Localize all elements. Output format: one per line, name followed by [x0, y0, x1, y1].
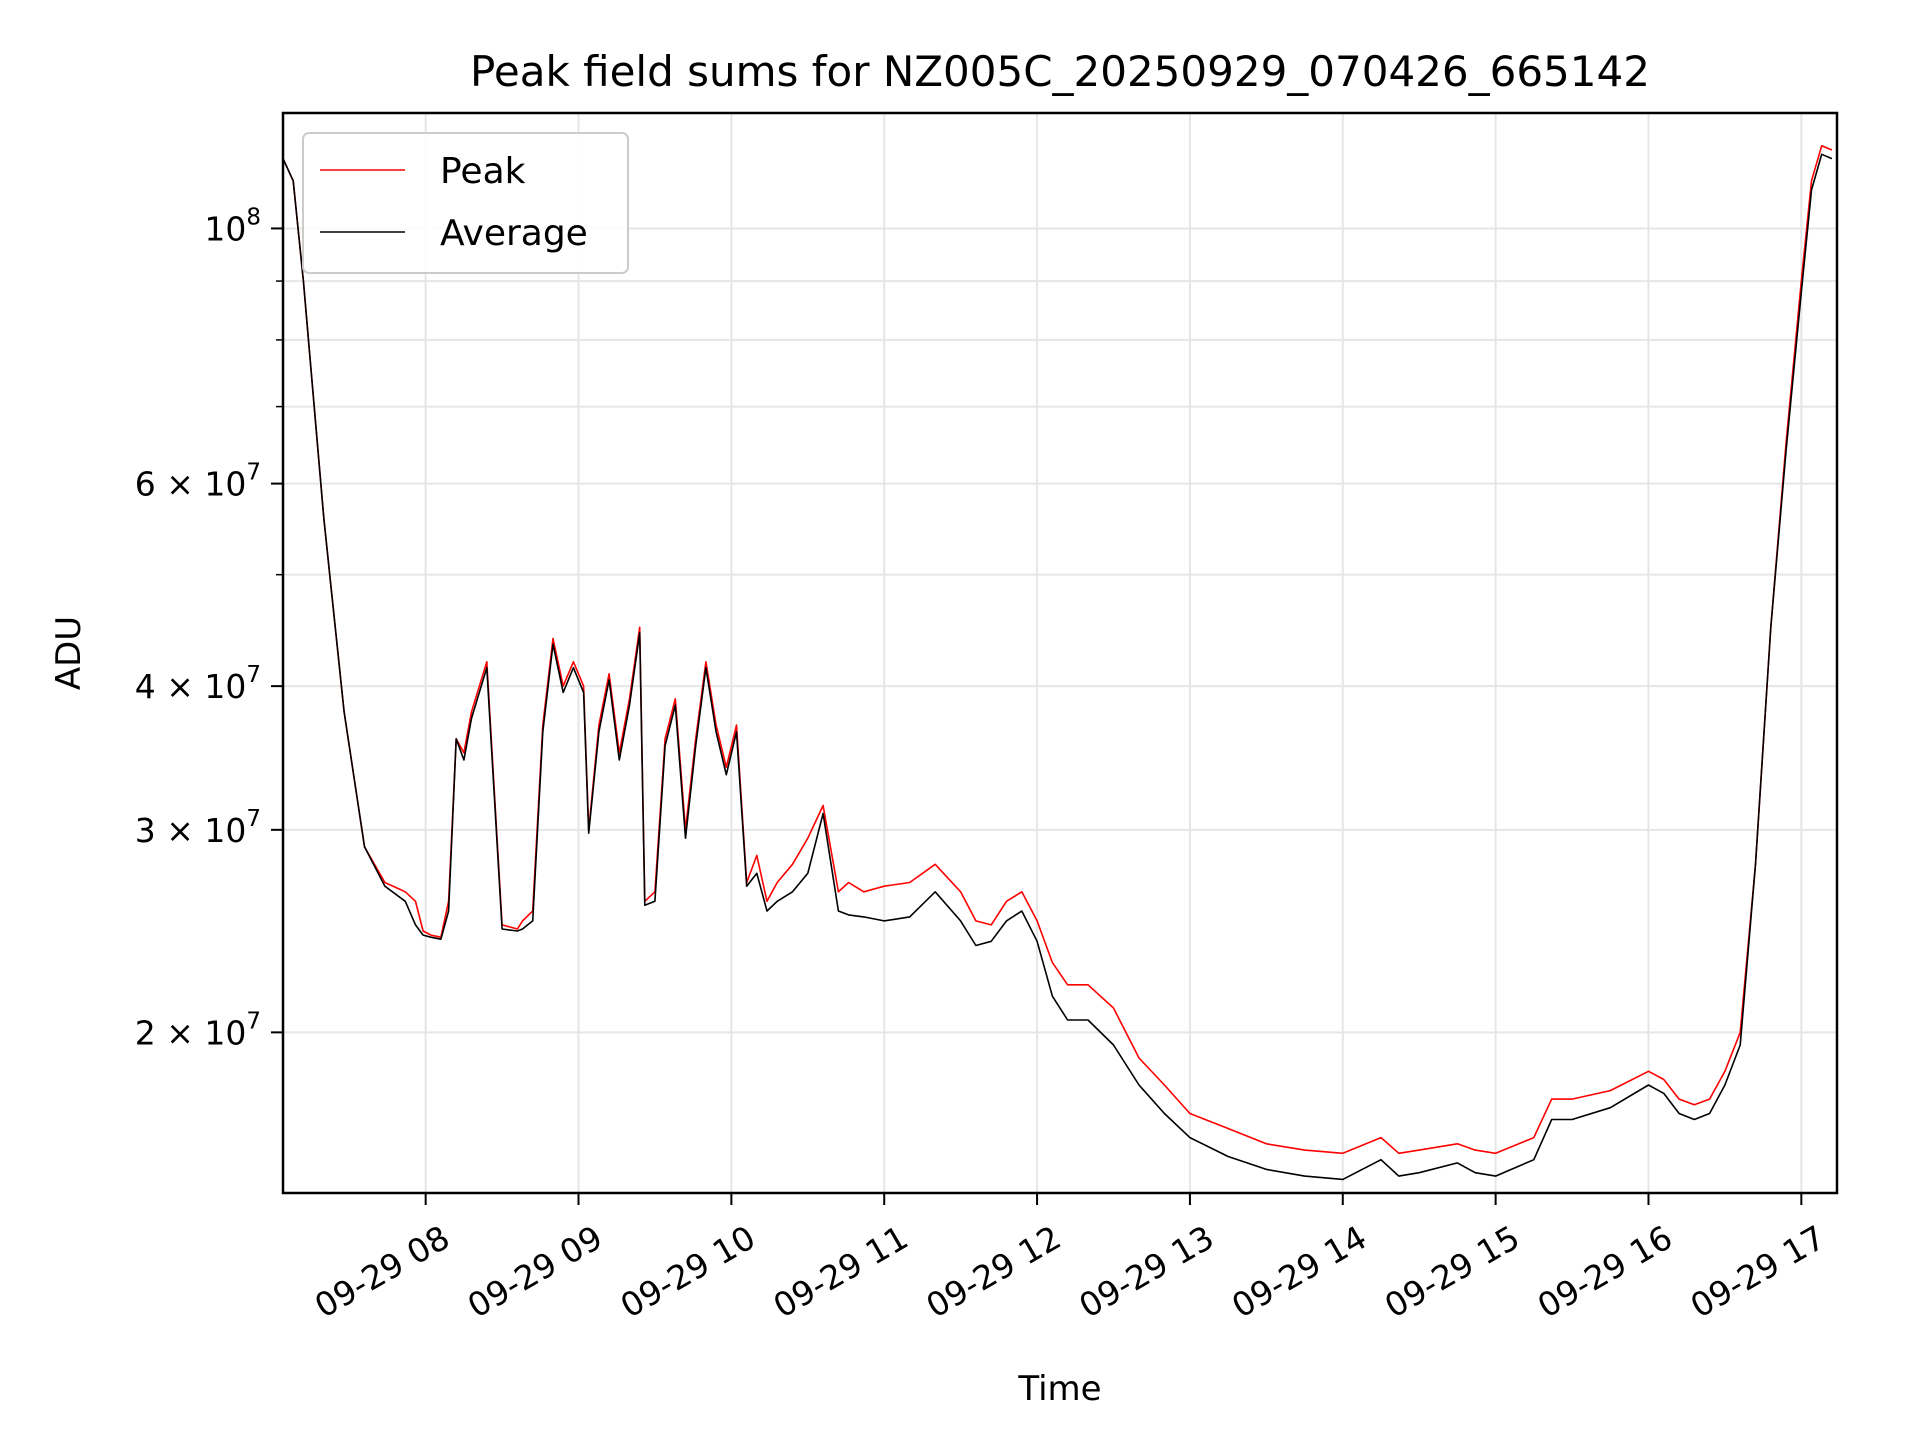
y-tick-label: 2 × 107: [135, 1008, 261, 1052]
legend-box: [302, 132, 629, 274]
x-axis-label: Time: [1017, 1369, 1101, 1409]
series-line-average: [282, 153, 1833, 1181]
y-axis-label: ADU: [49, 616, 89, 690]
y-tick-exponent: 7: [246, 1008, 261, 1034]
series-line-peak: [282, 145, 1833, 1155]
y-tick-base: 10: [204, 209, 246, 248]
y-tick-exponent: 8: [246, 204, 261, 230]
legend-label-average: Average: [440, 213, 588, 254]
y-tick-label: 108: [204, 204, 261, 248]
chart-title: Peak field sums for NZ005C_20250929_0704…: [470, 47, 1650, 96]
y-tick-base: 2 × 10: [135, 1013, 247, 1052]
y-tick-label: 3 × 107: [135, 806, 261, 850]
y-tick-label: 4 × 107: [135, 662, 261, 706]
plot-frame: [281, 111, 1839, 1195]
y-tick-base: 6 × 10: [135, 465, 247, 504]
grid: [283, 113, 1837, 1193]
y-tick-base: 4 × 10: [135, 667, 247, 706]
y-tick-exponent: 7: [246, 806, 261, 832]
y-tick-exponent: 7: [246, 460, 261, 486]
y-tick-exponent: 7: [246, 662, 261, 688]
legend-label-peak: Peak: [440, 151, 526, 192]
y-tick-base: 3 × 10: [135, 811, 247, 850]
y-tick-label: 6 × 107: [135, 460, 261, 504]
legend: Peak Average: [302, 132, 629, 274]
series-layer: [282, 145, 1833, 1181]
